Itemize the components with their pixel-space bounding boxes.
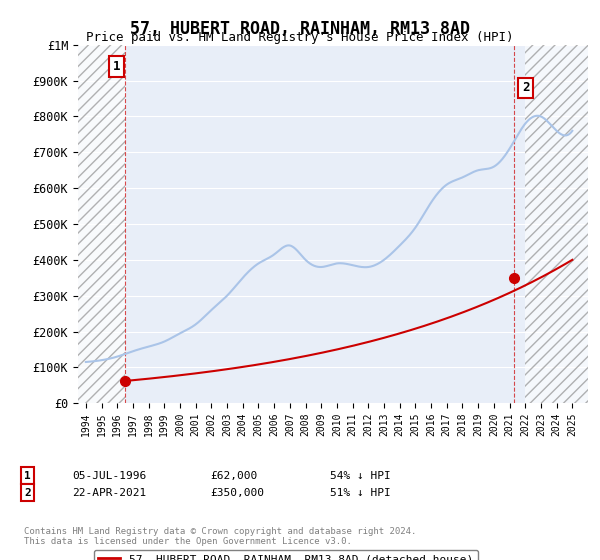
Text: 2: 2 [522, 81, 530, 95]
Text: Price paid vs. HM Land Registry's House Price Index (HPI): Price paid vs. HM Land Registry's House … [86, 31, 514, 44]
Bar [525, 45, 588, 403]
Text: £62,000: £62,000 [210, 471, 257, 481]
Text: 2: 2 [24, 488, 31, 498]
Text: Contains HM Land Registry data © Crown copyright and database right 2024.
This d: Contains HM Land Registry data © Crown c… [24, 526, 416, 546]
Bar [78, 45, 125, 403]
Bar [78, 45, 125, 403]
Text: 51% ↓ HPI: 51% ↓ HPI [330, 488, 391, 498]
Text: 05-JUL-1996: 05-JUL-1996 [72, 471, 146, 481]
Text: 57, HUBERT ROAD, RAINHAM, RM13 8AD: 57, HUBERT ROAD, RAINHAM, RM13 8AD [130, 20, 470, 38]
Text: 54% ↓ HPI: 54% ↓ HPI [330, 471, 391, 481]
Text: 1: 1 [24, 471, 31, 481]
Text: £350,000: £350,000 [210, 488, 264, 498]
Text: 1: 1 [113, 60, 120, 73]
Legend: 57, HUBERT ROAD, RAINHAM, RM13 8AD (detached house), HPI: Average price, detache: 57, HUBERT ROAD, RAINHAM, RM13 8AD (deta… [94, 549, 478, 560]
Text: 22-APR-2021: 22-APR-2021 [72, 488, 146, 498]
